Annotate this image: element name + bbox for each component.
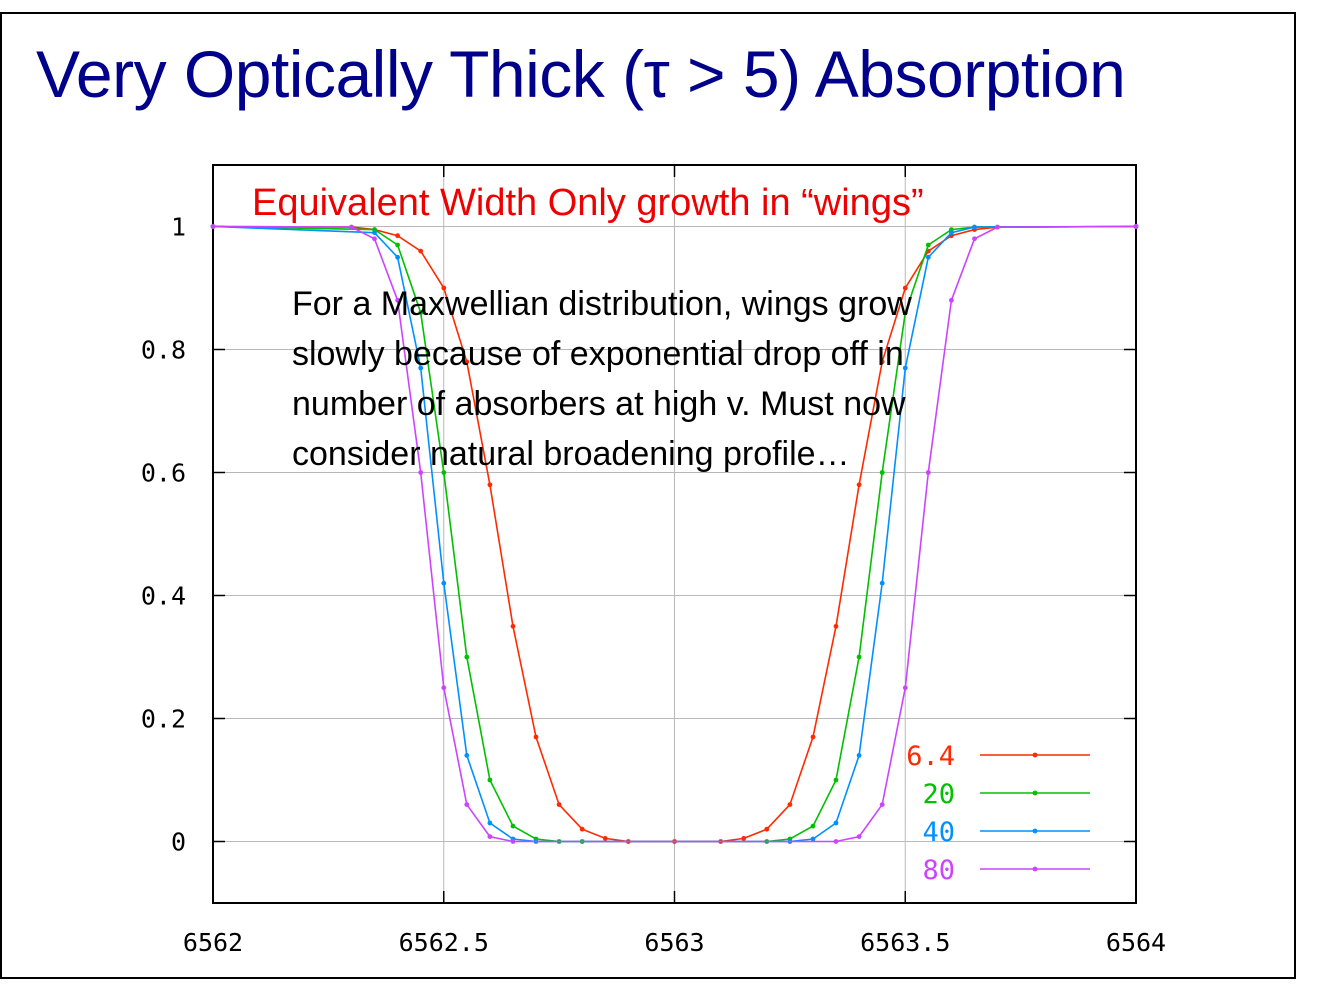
data-point — [764, 826, 770, 832]
data-point — [210, 224, 216, 229]
data-point — [972, 224, 977, 230]
data-point — [856, 834, 862, 839]
data-point — [418, 470, 424, 475]
data-point — [833, 820, 839, 826]
data-point — [395, 297, 400, 303]
legend: 6.4 20 40 80 — [906, 741, 1090, 886]
data-point — [533, 734, 539, 740]
data-point — [810, 836, 816, 842]
annotation-note-line-3: number of absorbers at high v. Must now — [292, 385, 906, 423]
y-tick-label: 0 — [171, 828, 186, 857]
data-point — [510, 839, 516, 844]
data-point — [787, 802, 793, 807]
annotation-note-line-4: consider natural broadening profile… — [292, 435, 850, 473]
x-tick-label: 6563 — [644, 928, 704, 957]
annotation-note-line-2: slowly because of exponential drop off i… — [292, 335, 904, 373]
data-point — [833, 777, 839, 783]
y-tick-label: 0.4 — [141, 582, 186, 611]
annotations: Equivalent Width Only growth in “wings” … — [252, 182, 924, 473]
annotation-note-line-1: For a Maxwellian distribution, wings gro… — [292, 285, 912, 323]
data-point — [395, 254, 400, 260]
axis-ticks: 6562 6562.5 6563 6563.5 6564 0 0.2 0.4 0.6 0.8 1 — [141, 165, 1166, 957]
data-point — [879, 580, 885, 586]
data-point — [1133, 224, 1139, 229]
x-tick-label: 6562.5 — [399, 928, 489, 957]
data-point — [395, 242, 400, 248]
data-point — [833, 623, 839, 629]
series-80 — [210, 224, 1139, 844]
y-tick-label: 0.2 — [141, 705, 186, 734]
legend-label: 80 — [922, 855, 955, 886]
data-point — [949, 297, 954, 303]
data-point — [464, 802, 470, 807]
legend-marker — [1032, 752, 1038, 758]
legend-marker — [1032, 790, 1038, 796]
slide-frame — [0, 12, 1296, 979]
data-point — [902, 310, 908, 315]
data-point — [925, 470, 931, 475]
data-point — [464, 753, 470, 758]
data-point — [349, 224, 354, 230]
data-point — [487, 820, 493, 826]
legend-label: 6.4 — [906, 741, 955, 772]
data-point — [418, 248, 424, 254]
y-tick-label: 1 — [171, 213, 186, 242]
data-point — [441, 685, 447, 691]
data-point — [741, 836, 747, 841]
data-point — [810, 734, 816, 740]
data-point — [602, 836, 608, 841]
data-point — [441, 580, 447, 586]
y-tick-label: 0.8 — [141, 336, 186, 365]
grid-lines — [213, 165, 1136, 903]
x-tick-label: 6564 — [1106, 928, 1166, 957]
data-point — [418, 310, 424, 315]
data-point — [879, 470, 885, 475]
data-point — [464, 359, 470, 365]
data-point — [510, 823, 516, 829]
data-point — [441, 285, 447, 291]
data-point — [487, 482, 493, 488]
data-point — [925, 254, 931, 260]
data-point — [556, 802, 562, 807]
data-point — [902, 285, 908, 291]
data-point — [418, 365, 424, 371]
legend-label: 20 — [922, 779, 955, 810]
data-point — [395, 233, 400, 239]
data-point — [879, 359, 885, 365]
data-point — [372, 230, 377, 236]
data-point — [972, 236, 977, 242]
legend-marker — [1032, 866, 1038, 872]
data-point — [464, 654, 470, 660]
data-point — [902, 685, 908, 691]
data-point — [856, 753, 862, 758]
data-point — [579, 826, 585, 832]
data-point — [879, 802, 885, 807]
x-tick-label: 6562 — [183, 928, 243, 957]
data-point — [372, 236, 377, 242]
data-point — [856, 482, 862, 488]
legend-label: 40 — [922, 817, 955, 848]
data-point — [995, 224, 1000, 230]
data-point — [949, 230, 954, 236]
data-point — [487, 834, 493, 839]
data-point — [902, 365, 908, 371]
data-point — [856, 654, 862, 660]
data-point — [810, 823, 816, 829]
y-tick-label: 0.6 — [141, 459, 186, 488]
data-point — [925, 242, 931, 248]
data-point — [441, 470, 447, 475]
series-group — [210, 224, 1139, 844]
slide-title: Very Optically Thick (τ > 5) Absorption — [36, 37, 1126, 111]
series-line — [212, 225, 1137, 843]
data-point — [510, 623, 516, 629]
data-point — [833, 839, 839, 844]
data-point — [487, 777, 493, 783]
annotation-equivalent-width: Equivalent Width Only growth in “wings” — [252, 182, 924, 224]
x-tick-label: 6563.5 — [860, 928, 950, 957]
legend-marker — [1032, 828, 1038, 834]
